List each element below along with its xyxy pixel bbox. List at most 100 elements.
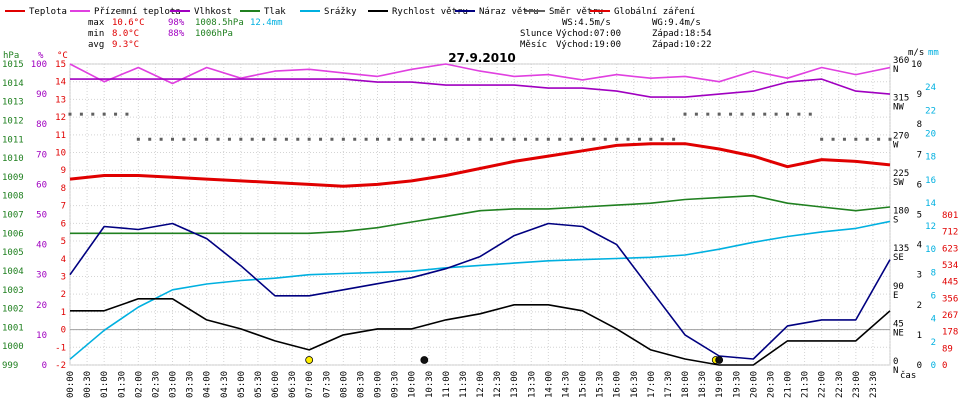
- x-tick-label: 07:30: [322, 371, 332, 398]
- legend-label: Srážky: [324, 7, 357, 17]
- wind-dir-point: [797, 112, 801, 116]
- wind-dir-point: [376, 137, 379, 141]
- x-tick-label: 04:30: [220, 371, 230, 398]
- wind-dir-point: [865, 137, 869, 141]
- x-tick-label: 20:30: [766, 371, 776, 398]
- y-tick-label: 10: [55, 149, 66, 159]
- wind-dir-point: [603, 137, 607, 141]
- wind-dir-point: [273, 137, 277, 141]
- x-tick-label: 13:00: [510, 371, 520, 398]
- y-tick-label-dir: 270: [893, 131, 909, 141]
- series-line: [69, 142, 891, 188]
- y-tick-label-ms: 3: [917, 271, 922, 281]
- y-tick-label-wm2: 623: [942, 244, 958, 254]
- y-tick-label-wm2: 0: [942, 361, 947, 371]
- x-tick-label: 19:30: [732, 371, 742, 398]
- wind-dir-point: [512, 137, 516, 141]
- y-tick-label: -2: [55, 361, 66, 371]
- chart-title: 27.9.2010: [448, 51, 516, 65]
- y-tick-label: 1012: [2, 116, 24, 126]
- x-tick-label: 08:00: [339, 371, 349, 398]
- y-tick-label: 80: [36, 120, 47, 130]
- wind-dir-point: [205, 137, 209, 141]
- wind-dir-point: [729, 112, 733, 116]
- legend: Teplota Přízemní teplota Vlhkost Tlak Srážky…: [5, 7, 695, 17]
- x-tick-label: 00:30: [83, 371, 93, 398]
- wind-dir-point: [353, 137, 357, 141]
- x-tick-label: 16:00: [613, 371, 623, 398]
- x-tick-label: 14:30: [561, 371, 571, 398]
- y-tick-label: 20: [36, 301, 47, 311]
- wind-dir-point: [524, 137, 528, 141]
- y-tick-label: 100: [31, 60, 47, 70]
- series-line: [70, 78, 891, 98]
- y-tick-label: 70: [36, 150, 47, 160]
- y-tick-label: 11: [55, 131, 66, 141]
- y-tick-label-ms: 0: [917, 361, 922, 371]
- wind-dir-point: [148, 137, 152, 141]
- x-axis-title: čas: [900, 370, 916, 381]
- y-tick-label-dir: 360: [893, 56, 909, 66]
- legend-label: Rychlost větru: [392, 7, 468, 17]
- stat-max-press: 1008.5hPa: [195, 18, 244, 28]
- wind-dir-point: [592, 137, 596, 141]
- moonrise-marker: [715, 356, 724, 364]
- wind-dir-point: [649, 137, 653, 141]
- y-tick-label: 4: [61, 255, 66, 265]
- wind-dir-point: [535, 137, 539, 141]
- stat-sun-rise: Východ:07:00: [556, 29, 621, 39]
- x-tick-label: 18:30: [698, 371, 708, 398]
- y-tick-label-dirname: NE: [893, 328, 904, 338]
- markers: [305, 356, 724, 364]
- y-tick-label-mm: 4: [931, 315, 936, 325]
- x-tick-label: 03:00: [169, 371, 179, 398]
- wind-dir-point: [444, 137, 448, 141]
- y-tick-label-ms: 7: [917, 150, 922, 160]
- series-line: [70, 297, 891, 366]
- wind-dir-point: [615, 137, 619, 141]
- x-tick-label: 00:00: [66, 371, 76, 398]
- y-tick-label: 50: [36, 211, 47, 221]
- x-tick-label: 03:30: [186, 371, 196, 398]
- wind-dir-point: [831, 137, 835, 141]
- y-tick-label: 1001: [2, 323, 24, 333]
- wind-dir-point: [216, 137, 220, 141]
- wind-dir-point: [307, 137, 311, 141]
- y-tick-label-dir: 45: [893, 319, 904, 329]
- wind-dir-point: [660, 137, 664, 141]
- y-tick-label-ms: 9: [917, 90, 922, 100]
- wind-dir-point: [398, 137, 402, 141]
- x-tick-label: 11:00: [442, 371, 452, 398]
- stat-moon-set: Západ:10:22: [652, 40, 712, 50]
- y-tick-label-ms: 2: [917, 301, 922, 311]
- legend-label: Směr větru: [549, 7, 603, 17]
- x-tick-label: 05:00: [237, 371, 247, 398]
- y-tick-label: 7: [61, 202, 66, 212]
- y-tick-label-dir: 0: [893, 357, 898, 367]
- y-axis-label-pct: %: [38, 51, 44, 61]
- y-tick-label: 9: [61, 166, 66, 176]
- y-tick-label: 1010: [2, 154, 24, 164]
- wind-dir-point: [478, 137, 482, 141]
- wind-dir-point: [683, 112, 687, 116]
- wind-dir-point: [227, 137, 231, 141]
- series-layer: [68, 63, 892, 366]
- y-tick-label-mm: 18: [925, 153, 936, 163]
- y-tick-label: 1000: [2, 342, 24, 352]
- wind-dir-point: [694, 112, 698, 116]
- y-tick-label-mm: 14: [925, 199, 936, 209]
- y-tick-label-dirname: N: [893, 65, 898, 75]
- y-tick-label-wm2: 356: [942, 294, 958, 304]
- y-tick-label-dirname: N: [893, 366, 898, 376]
- x-tick-label: 22:00: [818, 371, 828, 398]
- x-tick-label: 13:30: [527, 371, 537, 398]
- stat-moon-label: Měsíc: [520, 40, 547, 50]
- legend-label: Tlak: [264, 7, 286, 17]
- wind-dir-point: [740, 112, 744, 116]
- y-tick-label-wm2: 267: [942, 311, 958, 321]
- x-tick-label: 21:30: [801, 371, 811, 398]
- y-tick-label-wm2: 534: [942, 261, 958, 271]
- y-tick-label-dirname: E: [893, 291, 898, 301]
- wind-dir-point: [672, 137, 676, 141]
- y-tick-label-wm2: 445: [942, 278, 958, 288]
